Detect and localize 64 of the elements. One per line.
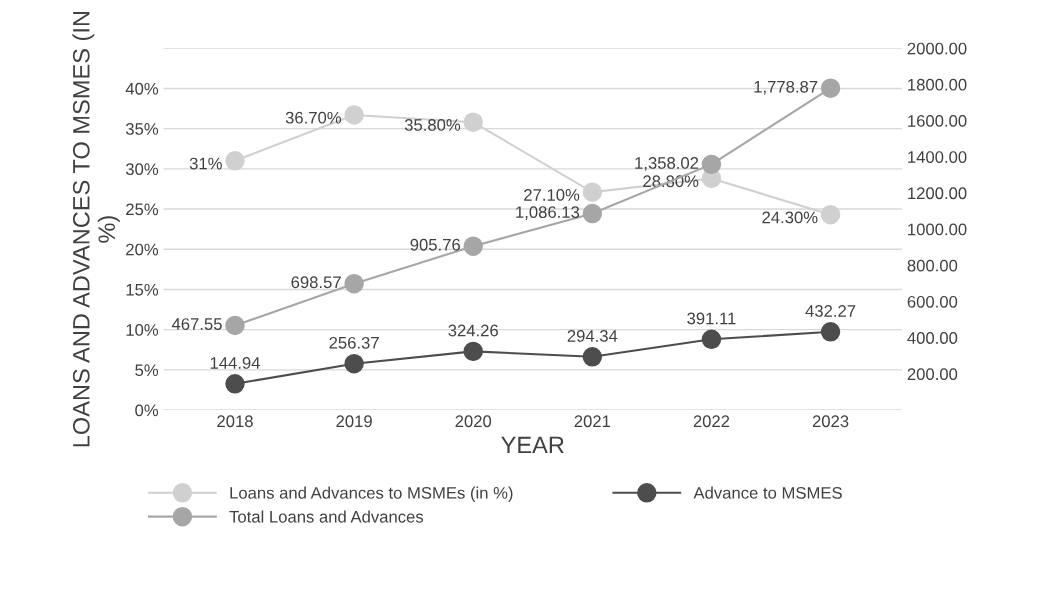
point	[225, 151, 245, 171]
y2-tick-label: 200.00	[907, 368, 958, 381]
data-label: 905.76	[410, 238, 460, 251]
x-tick-label: 2019	[336, 415, 372, 428]
point	[463, 236, 483, 256]
data-label: 432.27	[805, 305, 856, 317]
data-label: 391.11	[687, 312, 736, 325]
data-label: 27.10%	[524, 188, 580, 201]
point	[344, 353, 364, 374]
x-tick-label: 2021	[574, 415, 611, 428]
y2-tick-label: 400.00	[907, 332, 958, 344]
y2-tick-label: 1200.00	[908, 187, 967, 200]
y-tick-label: 0%	[135, 404, 159, 417]
data-label: 1,778.87	[754, 80, 818, 95]
point	[820, 204, 841, 225]
data-label: 1,358.02	[635, 157, 699, 171]
point	[582, 203, 603, 224]
data-label: 36.70%	[285, 111, 342, 124]
legend-label: Loans and Advances to MSMEs (in %)	[230, 486, 513, 503]
y2-tick-label: 800.00	[907, 259, 958, 272]
y-tick-label: 25%	[126, 203, 159, 216]
point	[820, 322, 841, 342]
data-label: 31%	[189, 157, 222, 170]
y2-tick-label: 1800.00	[908, 78, 967, 91]
point	[582, 347, 603, 367]
y-tick-label: 20%	[126, 243, 159, 256]
y-tick-label: 35%	[125, 123, 159, 135]
y-tick-label: 10%	[126, 324, 159, 336]
data-label: 24.30%	[762, 211, 818, 224]
y-tick-label: 15%	[126, 283, 159, 296]
point	[820, 78, 841, 98]
data-label: 467.55	[171, 318, 222, 330]
data-label: 35.80%	[404, 119, 461, 131]
y-tick-label: 30%	[125, 163, 159, 176]
x-tick-label: 2023	[812, 415, 849, 428]
data-label: 294.34	[567, 330, 618, 342]
point	[582, 182, 603, 202]
x-tick-label: 2022	[693, 415, 730, 428]
y2-tick-label: 600.00	[907, 295, 958, 308]
x-tick-label: 2018	[217, 415, 253, 428]
point	[701, 154, 722, 175]
point	[344, 105, 364, 125]
y2-tick-label: 1000.00	[908, 223, 967, 236]
y2-tick-label: 1600.00	[908, 115, 967, 127]
y-axis-title: LOANS AND ADVANCES TO MSMES (IN %)	[72, 11, 120, 447]
point	[463, 112, 483, 132]
data-label: 698.57	[291, 276, 341, 289]
point	[225, 315, 245, 336]
data-label: 324.26	[448, 324, 498, 337]
legend-label: Advance to MSMES	[693, 486, 842, 499]
data-label: 256.37	[329, 336, 379, 349]
data-label: 1,086.13	[516, 206, 580, 220]
point	[225, 374, 245, 394]
point	[463, 341, 483, 362]
y-tick-label: 40%	[125, 82, 159, 95]
y2-tick-label: 2000.00	[907, 42, 967, 55]
x-tick-label: 2020	[455, 415, 492, 428]
y-tick-label: 5%	[135, 364, 159, 377]
y2-tick-label: 1400.00	[908, 151, 967, 163]
point	[701, 329, 722, 350]
data-label: 144.94	[210, 357, 260, 369]
legend-label: Total Loans and Advances	[229, 510, 424, 523]
point	[344, 273, 364, 294]
x-axis-title: YEAR	[501, 436, 564, 454]
